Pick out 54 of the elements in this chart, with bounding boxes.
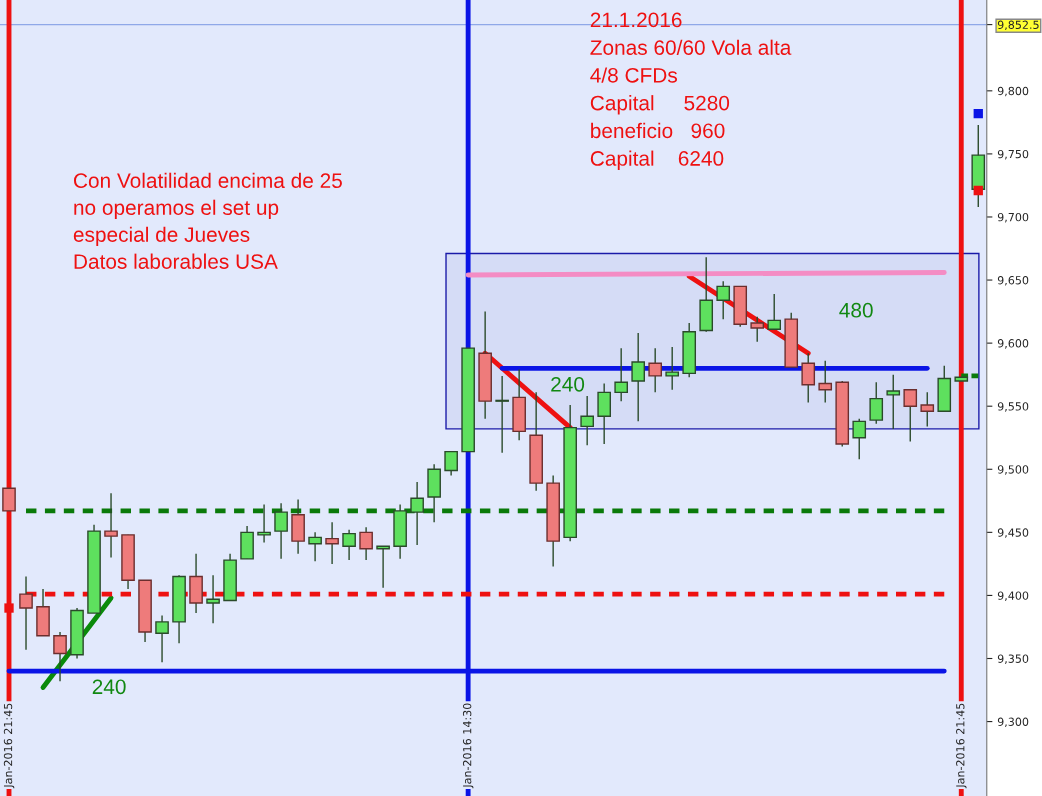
x-tick-label: Jan-2016 14:30	[462, 703, 474, 789]
candlestick	[597, 382, 611, 445]
x-tick-label: Jan-2016 21:45	[956, 703, 967, 789]
annotation: Con Volatilidad encima de 25 no operamos el set up especial de Jueves Datos laborables USA	[73, 172, 342, 269]
candlestick	[614, 347, 628, 402]
candlestick	[53, 631, 67, 682]
candlestick	[410, 481, 424, 546]
candlestick	[801, 352, 816, 404]
candlestick	[2, 487, 16, 512]
candlestick	[359, 526, 373, 561]
candlestick	[342, 529, 356, 561]
candlestick	[257, 503, 271, 544]
annotation: 240	[92, 679, 126, 695]
y-tick-label: 9,650	[997, 276, 1029, 286]
candlestick	[104, 492, 118, 559]
annotation: 21.1.2016 Zonas 60/60 Vola alta 4/8 CFDs Capital 5280 beneficio 960 Capital 6240	[590, 12, 792, 170]
annotation: 240	[551, 376, 585, 392]
candlestick	[750, 315, 765, 343]
y-tick-label: 9,600	[997, 339, 1029, 349]
y-tick-label: 9,450	[997, 528, 1029, 538]
candlestick	[648, 347, 663, 394]
y-tick-label: 9,750	[997, 149, 1029, 160]
candlestick	[206, 574, 220, 624]
annotation: 480	[839, 302, 873, 318]
y-tick-label: 9,400	[997, 591, 1029, 601]
candlestick	[869, 381, 884, 425]
candlestick	[274, 502, 288, 560]
candlestick	[325, 521, 339, 565]
point	[973, 108, 983, 119]
candlestick	[767, 293, 782, 330]
candlestick	[852, 418, 867, 460]
candlestick	[716, 280, 731, 320]
candlestick	[444, 450, 458, 477]
candlestick	[631, 332, 645, 423]
x-tick-label: Jan-2016 21:45	[3, 703, 15, 789]
candlestick	[903, 389, 918, 443]
candlestick	[308, 531, 322, 563]
candlestick	[19, 575, 33, 651]
y-tick-label: 9,300	[997, 717, 1029, 728]
y-tick-label: 9,800	[997, 86, 1029, 97]
point	[973, 185, 983, 196]
candlestick	[886, 373, 901, 430]
y-tick-label: 9,350	[997, 654, 1029, 665]
y-tick-label: 9,852.5	[997, 20, 1039, 31]
y-tick-label: 9,500	[997, 465, 1029, 475]
point	[4, 603, 14, 613]
candlestick	[818, 360, 833, 404]
candlestick	[580, 395, 594, 447]
candlestick	[665, 346, 680, 391]
candlestick	[495, 375, 509, 454]
candlestick	[155, 614, 169, 663]
y-tick-label: 9,700	[997, 212, 1029, 223]
y-tick-label: 9,550	[997, 402, 1029, 412]
candlestick	[920, 391, 935, 428]
